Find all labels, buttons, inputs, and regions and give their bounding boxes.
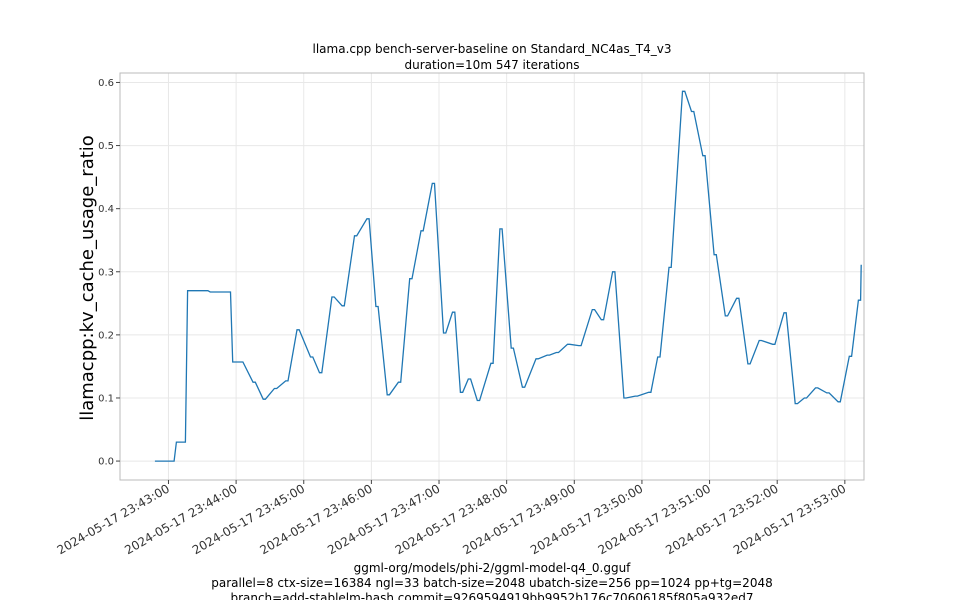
y-tick-label: 0.4 (98, 204, 114, 215)
y-tick-label: 0.6 (98, 78, 114, 89)
x-tick-label: 2024-05-17 23:53:00 (731, 481, 848, 557)
tick-layer: 0.0 0.1 0.2 0.3 0.4 0.5 0.6 2024-05-17 23:43:00… (55, 78, 849, 557)
x-tick-label: 2024-05-17 23:47:00 (325, 481, 442, 557)
x-tick-label: 2024-05-17 23:48:00 (393, 481, 510, 557)
x-tick-label: 2024-05-17 23:51:00 (596, 481, 713, 557)
footer-branch: branch=add-stablelm-hash commit=92695949… (230, 591, 753, 600)
plot-frame (119, 72, 865, 481)
chart-subtitle: duration=10m 547 iterations (405, 58, 580, 72)
x-tick-label: 2024-05-17 23:44:00 (122, 481, 239, 557)
y-tick-label: 0.5 (98, 141, 114, 152)
chart-title: llama.cpp bench-server-baseline on Stand… (313, 42, 672, 56)
x-tick-label: 2024-05-17 23:45:00 (190, 481, 307, 557)
footer-params: parallel=8 ctx-size=16384 ngl=33 batch-s… (211, 576, 772, 590)
footer-model: ggml-org/models/phi-2/ggml-model-q4_0.gg… (354, 561, 632, 575)
x-tick-label: 2024-05-17 23:50:00 (528, 481, 645, 557)
y-axis-label: llamacpp:kv_cache_usage_ratio (77, 135, 98, 421)
grid (120, 73, 864, 480)
y-tick-label: 0.1 (98, 393, 114, 404)
x-tick-label: 2024-05-17 23:52:00 (663, 481, 780, 557)
series-layer (154, 90, 862, 462)
x-tick-label: 2024-05-17 23:46:00 (258, 481, 375, 557)
y-tick-label: 0.2 (98, 330, 114, 341)
x-tick-label: 2024-05-17 23:49:00 (460, 481, 577, 557)
y-tick-label: 0.0 (98, 457, 114, 468)
kv-cache-usage-line (154, 90, 862, 462)
x-tick-label: 2024-05-17 23:43:00 (55, 481, 172, 557)
y-tick-label: 0.3 (98, 267, 114, 278)
